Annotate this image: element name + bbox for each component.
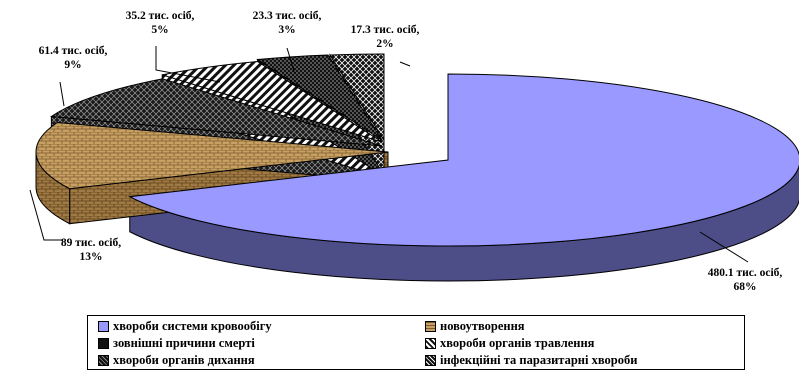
legend-label-5: інфекційні та паразитарні хвороби: [440, 352, 638, 367]
pie-slice-1: [35, 121, 389, 190]
data-label-percent-2: 9%: [64, 59, 81, 71]
leader-line-2: [59, 81, 65, 107]
leader-line-0: [699, 231, 749, 263]
data-label-percent-0: 68%: [734, 281, 757, 293]
data-label-value-2: 61.4 тис. осіб,: [39, 45, 108, 57]
data-label-value-0: 480.1 тис. осіб,: [708, 267, 783, 279]
leader-line-1: [29, 189, 63, 241]
legend-label-2: хвороби органів дихання: [113, 352, 255, 367]
leader-line-3: [155, 46, 221, 83]
data-label-value-4: 23.3 тис. осіб,: [253, 10, 322, 22]
legend-item-1: новоутворення: [425, 319, 525, 333]
legend-item-4: зовнішні причини смерті: [98, 336, 255, 350]
legend-label-0: хвороби системи кровообігу: [113, 318, 272, 333]
legend-swatch-3: [425, 337, 436, 349]
data-label-percent-1: 13%: [80, 251, 103, 263]
legend-swatch-0: [98, 320, 109, 332]
legend: хвороби системи кровообігу новоутворення з…: [87, 315, 745, 370]
legend-label-1: новоутворення: [440, 318, 525, 333]
pie-slice-0: [128, 73, 799, 247]
data-label-percent-4: 3%: [278, 24, 295, 36]
pie-slice-4: [256, 54, 383, 141]
leader-line-4: [286, 47, 296, 75]
data-label-percent-3: 5%: [151, 24, 168, 36]
legend-item-2: хвороби органів дихання: [98, 353, 255, 367]
pie-slice-2: [49, 78, 383, 147]
legend-swatch-5: [425, 354, 436, 366]
legend-item-0: хвороби системи кровообігу: [98, 319, 272, 333]
legend-swatch-4: [98, 337, 109, 349]
pie-slice-5: [329, 53, 385, 142]
data-label-value-3: 35.2 тис. осіб,: [126, 10, 195, 22]
legend-label-4: зовнішні причини смерті: [113, 335, 255, 350]
leader-line-5: [399, 61, 411, 67]
legend-item-3: хвороби органів травлення: [425, 336, 594, 350]
legend-label-3: хвороби органів травлення: [440, 335, 595, 350]
data-label-value-5: 17.3 тис. осіб,: [351, 24, 420, 36]
data-label-value-1: 89 тис. осіб,: [61, 237, 121, 249]
legend-item-5: інфекційні та паразитарні хвороби: [425, 353, 637, 367]
pie-layer: [35, 53, 799, 282]
legend-swatch-2: [98, 354, 109, 366]
label-layer: 480.1 тис. осіб, 68% 89 тис. осіб, 13% 61.4 …: [29, 10, 783, 293]
data-label-percent-5: 2%: [376, 38, 393, 50]
legend-swatch-1: [425, 320, 436, 332]
